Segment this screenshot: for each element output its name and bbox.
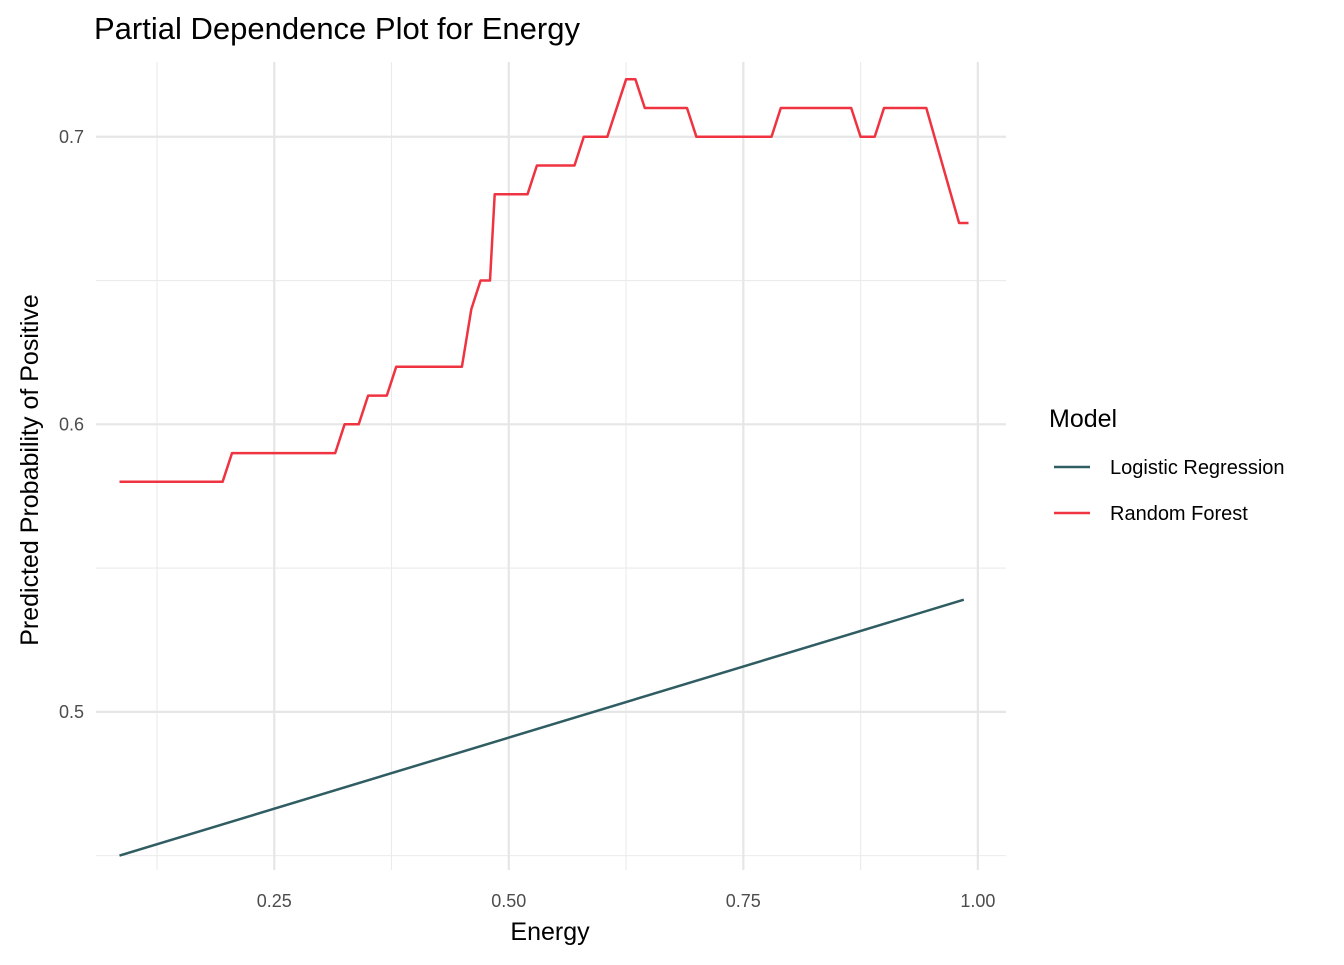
series-layer bbox=[119, 78, 969, 857]
x-tick-label: 0.50 bbox=[491, 891, 526, 911]
tick-labels: 0.25 0.50 0.75 1.00 0.5 0.6 0.7 bbox=[59, 127, 995, 911]
legend-label-logistic-regression: Logistic Regression bbox=[1110, 457, 1285, 479]
legend-label-random-forest: Random Forest bbox=[1110, 503, 1248, 525]
x-tick-label: 1.00 bbox=[960, 891, 995, 911]
legend-title: Model bbox=[1049, 405, 1117, 433]
grid-layer bbox=[96, 62, 1006, 870]
x-tick-label: 0.25 bbox=[257, 891, 292, 911]
legend: Model Logistic Regression Random Forest bbox=[1049, 405, 1285, 525]
y-tick-label: 0.6 bbox=[59, 414, 84, 434]
series-line-logistic-regression bbox=[119, 598, 965, 857]
y-axis-title: Predicted Probability of Positive bbox=[16, 294, 44, 646]
y-tick-label: 0.5 bbox=[59, 702, 84, 722]
x-axis-title: Energy bbox=[510, 918, 590, 946]
series-line-random-forest bbox=[119, 78, 969, 484]
y-tick-label: 0.7 bbox=[59, 127, 84, 147]
x-tick-label: 0.75 bbox=[726, 891, 761, 911]
chart-title: Partial Dependence Plot for Energy bbox=[94, 11, 580, 46]
